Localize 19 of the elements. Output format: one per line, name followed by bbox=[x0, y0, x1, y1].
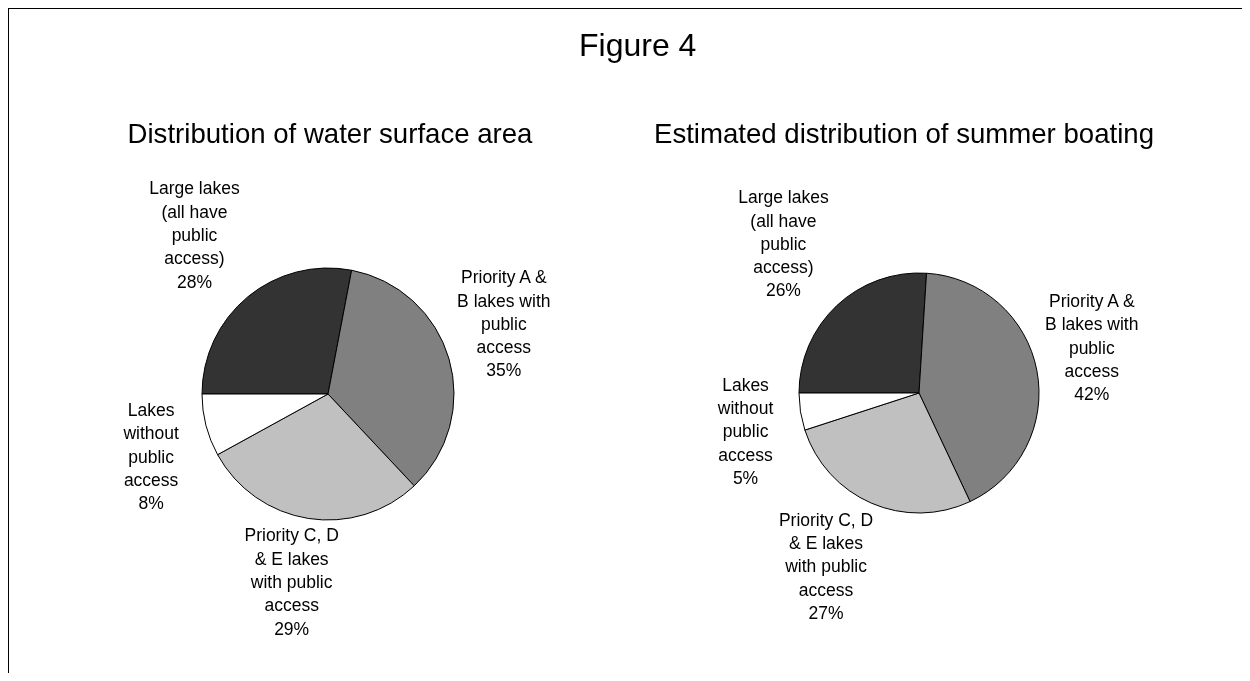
data-label: 29% bbox=[274, 618, 310, 639]
slice-label: Lakes without public access bbox=[716, 374, 774, 465]
slice-label: Large lakes (all have public access) bbox=[738, 187, 829, 278]
data-label: 5% bbox=[732, 467, 759, 488]
slice-label: Lakes without public access bbox=[122, 400, 179, 491]
slice-label: Priority A & B lakes with public access bbox=[1045, 291, 1139, 381]
slice-label: Large lakes (all have public access) bbox=[149, 178, 240, 269]
text: Figure 4 bbox=[578, 26, 698, 63]
chart-title: Distribution of water surface area bbox=[127, 118, 533, 150]
data-label: 27% bbox=[808, 602, 844, 623]
slice-label: Priority C, D & E lakes with public access bbox=[244, 525, 339, 616]
data-label: 26% bbox=[765, 280, 801, 301]
data-label: 35% bbox=[486, 360, 522, 381]
data-label: 8% bbox=[138, 493, 164, 514]
data-label: 42% bbox=[1074, 384, 1110, 405]
slice-label: Priority A & B lakes with public access bbox=[457, 267, 551, 358]
chart-title: Estimated distribution of summer boating bbox=[653, 118, 1155, 150]
data-label: 28% bbox=[176, 271, 213, 292]
slice-label: Priority C, D & E lakes with public access bbox=[778, 509, 874, 600]
